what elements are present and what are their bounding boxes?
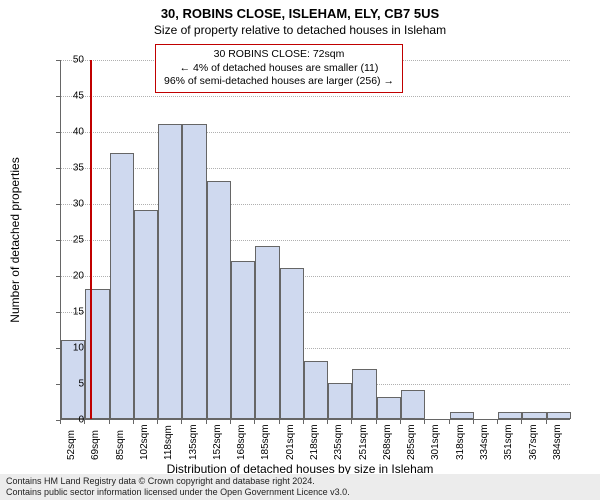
legend-line-2: ← 4% of detached houses are smaller (11) <box>164 62 394 76</box>
x-tick-label: 235sqm <box>333 424 344 460</box>
y-tick-mark <box>56 132 60 133</box>
gridline <box>61 204 570 205</box>
x-tick-mark <box>206 420 207 424</box>
x-tick-mark <box>376 420 377 424</box>
histogram-bar <box>110 153 134 419</box>
x-tick-label: 85sqm <box>115 430 126 460</box>
x-tick-label: 135sqm <box>188 424 199 460</box>
x-tick-label: 118sqm <box>163 425 174 460</box>
y-tick-label: 25 <box>64 235 84 246</box>
y-tick-mark <box>56 240 60 241</box>
page-title: 30, ROBINS CLOSE, ISLEHAM, ELY, CB7 5US <box>0 0 600 21</box>
histogram-bar <box>182 124 206 419</box>
y-tick-label: 40 <box>64 127 84 138</box>
footer-line-1: Contains HM Land Registry data © Crown c… <box>6 476 594 487</box>
y-tick-mark <box>56 168 60 169</box>
x-tick-label: 152sqm <box>212 424 223 460</box>
x-tick-label: 102sqm <box>139 424 150 460</box>
y-tick-mark <box>56 348 60 349</box>
y-tick-label: 0 <box>64 415 84 426</box>
x-tick-label: 301sqm <box>430 424 441 460</box>
histogram-bar <box>547 412 571 419</box>
histogram-bar <box>280 268 304 419</box>
histogram-bar <box>158 124 182 419</box>
x-tick-mark <box>181 420 182 424</box>
x-tick-mark <box>546 420 547 424</box>
histogram-bar <box>522 412 546 419</box>
y-tick-mark <box>56 312 60 313</box>
histogram-bar <box>304 361 328 419</box>
histogram-bar <box>377 397 401 419</box>
y-tick-label: 10 <box>64 343 84 354</box>
x-tick-mark <box>303 420 304 424</box>
reference-line <box>90 60 92 419</box>
page-subtitle: Size of property relative to detached ho… <box>0 21 600 37</box>
histogram-bar <box>255 246 279 419</box>
x-tick-mark <box>351 420 352 424</box>
x-tick-label: 251sqm <box>358 424 369 460</box>
y-tick-label: 35 <box>64 163 84 174</box>
y-tick-label: 5 <box>64 379 84 390</box>
footer-attribution: Contains HM Land Registry data © Crown c… <box>0 474 600 500</box>
gridline <box>61 168 570 169</box>
chart-container: 30, ROBINS CLOSE, ISLEHAM, ELY, CB7 5US … <box>0 0 600 500</box>
histogram-bar <box>401 390 425 419</box>
plot-area <box>60 60 570 420</box>
x-tick-mark <box>279 420 280 424</box>
x-tick-label: 367sqm <box>528 424 539 460</box>
x-tick-mark <box>497 420 498 424</box>
y-tick-label: 20 <box>64 271 84 282</box>
x-tick-label: 334sqm <box>479 424 490 460</box>
x-tick-mark <box>60 420 61 424</box>
histogram-bar <box>207 181 231 419</box>
y-tick-label: 45 <box>64 91 84 102</box>
x-tick-label: 168sqm <box>236 424 247 460</box>
histogram-bar <box>231 261 255 419</box>
x-tick-label: 52sqm <box>66 430 77 460</box>
y-tick-mark <box>56 204 60 205</box>
y-tick-mark <box>56 60 60 61</box>
y-tick-label: 50 <box>64 55 84 66</box>
x-tick-mark <box>133 420 134 424</box>
x-tick-mark <box>449 420 450 424</box>
x-tick-label: 201sqm <box>285 424 296 460</box>
y-tick-mark <box>56 276 60 277</box>
x-tick-mark <box>521 420 522 424</box>
x-tick-label: 218sqm <box>309 424 320 460</box>
histogram-bar <box>134 210 158 419</box>
x-tick-mark <box>109 420 110 424</box>
histogram-bar <box>328 383 352 419</box>
x-tick-mark <box>230 420 231 424</box>
x-tick-label: 185sqm <box>260 424 271 460</box>
histogram-bar <box>498 412 522 419</box>
x-tick-mark <box>424 420 425 424</box>
x-tick-label: 384sqm <box>552 424 563 460</box>
footer-line-2: Contains public sector information licen… <box>6 487 594 498</box>
histogram-bar <box>352 369 376 419</box>
x-tick-mark <box>327 420 328 424</box>
x-tick-mark <box>473 420 474 424</box>
x-tick-mark <box>84 420 85 424</box>
y-tick-mark <box>56 96 60 97</box>
x-tick-mark <box>400 420 401 424</box>
y-tick-mark <box>56 384 60 385</box>
legend-line-1: 30 ROBINS CLOSE: 72sqm <box>164 48 394 62</box>
histogram-bar <box>450 412 474 419</box>
y-tick-label: 15 <box>64 307 84 318</box>
legend-box: 30 ROBINS CLOSE: 72sqm ← 4% of detached … <box>155 44 403 93</box>
gridline <box>61 96 570 97</box>
x-tick-label: 351sqm <box>503 424 514 460</box>
x-tick-label: 285sqm <box>406 424 417 460</box>
x-tick-mark <box>157 420 158 424</box>
x-tick-label: 69sqm <box>90 430 101 460</box>
y-tick-label: 30 <box>64 199 84 210</box>
y-axis-title: Number of detached properties <box>8 157 22 322</box>
x-tick-mark <box>254 420 255 424</box>
gridline <box>61 132 570 133</box>
x-tick-label: 318sqm <box>455 424 466 460</box>
x-tick-label: 268sqm <box>382 424 393 460</box>
legend-line-3: 96% of semi-detached houses are larger (… <box>164 75 394 89</box>
